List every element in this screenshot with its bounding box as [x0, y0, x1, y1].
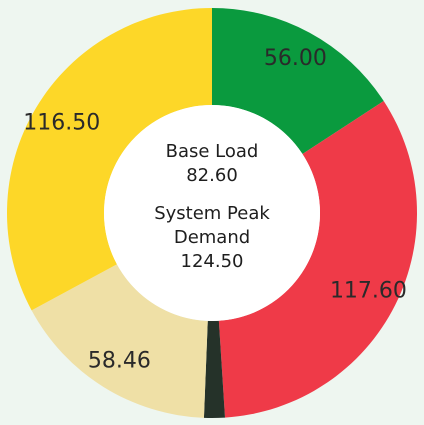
donut-segment — [31, 264, 208, 418]
data-label: 117.60 — [330, 278, 407, 303]
data-label: 56.00 — [264, 46, 327, 71]
center-text: Base Load 82.60 System Peak Demand 124.5… — [142, 140, 282, 274]
donut-segment — [212, 8, 384, 155]
annotation: 82.60 — [186, 165, 238, 186]
annotation: Base Load — [165, 141, 259, 162]
donut-segment — [218, 101, 417, 418]
data-label: 58.46 — [88, 348, 151, 373]
annotation: 124.50 — [180, 251, 244, 272]
data-label: 116.50 — [23, 110, 100, 135]
donut-hole — [104, 105, 320, 321]
donut-segment — [6, 8, 212, 311]
donut-segment — [203, 320, 226, 418]
annotation: System Peak Demand — [154, 203, 270, 248]
